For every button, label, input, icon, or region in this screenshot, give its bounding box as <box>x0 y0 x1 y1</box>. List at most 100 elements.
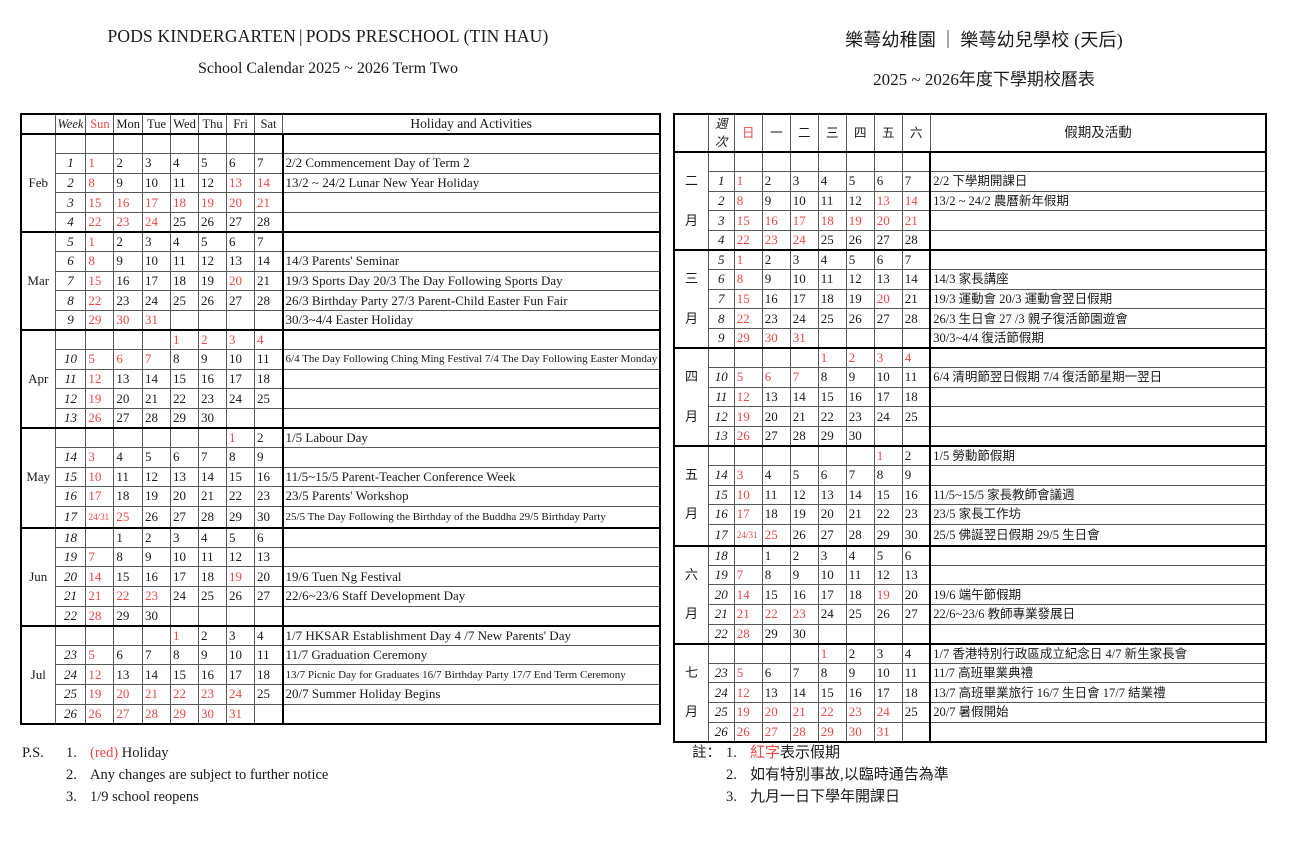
month-label-cell <box>673 328 709 349</box>
day-cell: 7 <box>789 367 819 388</box>
day-cell: 21 <box>733 604 763 625</box>
day-cell: 23 <box>789 604 819 625</box>
day-cell: 21 <box>198 486 228 507</box>
week-number-cell: 25 <box>54 684 87 705</box>
month-label-cell <box>673 426 709 447</box>
week-number-cell: 24 <box>707 682 735 704</box>
day-cell: 12 <box>198 251 228 272</box>
day-cell: 29 <box>761 623 791 645</box>
day-cell: 6 <box>113 644 144 666</box>
day-cell: 6 <box>170 447 200 468</box>
note-number: 3. <box>66 789 77 805</box>
day-cell: 26 <box>845 308 875 329</box>
header-day-一: 一 <box>761 113 791 153</box>
month-label-cell <box>673 624 709 645</box>
day-cell: 17 <box>873 386 903 408</box>
day-cell: 13 <box>901 564 932 586</box>
day-cell: 4 <box>170 230 200 253</box>
day-cell: 5 <box>733 662 763 684</box>
day-cell: 1 <box>873 444 903 466</box>
calendar-week-row: 9 29 30 31 30/3~4/4 復活節假期 <box>673 327 1267 349</box>
day-cell: 22 <box>113 586 144 607</box>
day-cell: 19 <box>85 684 115 705</box>
day-cell <box>817 623 847 645</box>
day-cell <box>254 309 284 331</box>
day-cell <box>113 328 144 351</box>
week-number-cell <box>54 426 87 448</box>
day-cell: 14 <box>901 269 932 290</box>
day-cell <box>198 309 228 331</box>
day-cell: 12 <box>142 466 172 488</box>
day-cell: 7 <box>198 447 228 468</box>
day-cell: 4 <box>170 153 200 174</box>
day-cell: 10 <box>170 546 200 568</box>
day-cell: 18 <box>170 270 200 292</box>
week-number-cell: 22 <box>707 623 735 645</box>
note-line: 2. 如有特別事故,以臨時通告為準 <box>692 764 949 786</box>
day-cell <box>873 151 903 173</box>
month-label-cell <box>20 506 56 529</box>
activity-cell: 6/4 清明節翌日假期 7/4 復活節星期一翌日 <box>929 367 1267 388</box>
calendar-week-row: 9 29 30 31 30/3~4/4 Easter Holiday <box>20 309 661 331</box>
day-cell: 12 <box>733 682 763 704</box>
week-number-cell: 20 <box>54 566 87 588</box>
day-cell: 30 <box>198 703 228 725</box>
day-cell: 21 <box>789 702 819 723</box>
day-cell <box>789 151 819 173</box>
day-cell: 24 <box>817 604 847 625</box>
header-day-Wed: Wed <box>170 113 200 135</box>
month-label-cell: 三 <box>673 269 709 290</box>
week-number-cell: 20 <box>707 584 735 606</box>
day-cell <box>733 346 763 369</box>
day-cell: 12 <box>789 484 819 506</box>
day-cell: 7 <box>85 546 115 568</box>
note-line: P.S. 1. (red) Holiday <box>22 742 642 764</box>
day-cell <box>254 703 284 725</box>
day-cell: 11 <box>254 349 284 370</box>
calendar-week-row: 11 12 13 14 15 16 17 18 <box>673 386 1267 408</box>
day-cell: 17 <box>226 664 256 686</box>
day-cell: 2 <box>113 153 144 174</box>
week-number-cell <box>54 624 87 646</box>
day-cell: 22 <box>873 504 903 525</box>
day-cell: 1 <box>170 328 200 351</box>
calendar-week-row: 四 10 5 6 7 8 9 10 11 6/4 清明節翌日假期 7/4 復活節星期一翌日 <box>673 367 1267 388</box>
activity-cell <box>282 192 661 213</box>
day-cell: 15 <box>113 566 144 588</box>
note-text: (red) Holiday <box>90 745 169 761</box>
day-cell: 26 <box>845 229 875 251</box>
day-cell: 20 <box>873 288 903 310</box>
month-label-cell <box>20 153 56 174</box>
day-cell <box>85 426 115 448</box>
day-cell: 11 <box>170 251 200 272</box>
month-label-cell <box>673 584 709 605</box>
activity-cell: 19/3 運動會 20/3 運動會翌日假期 <box>929 288 1267 310</box>
activity-cell: 11/7 Graduation Ceremony <box>282 644 661 666</box>
day-cell: 4 <box>113 447 144 468</box>
day-cell: 7 <box>142 644 172 666</box>
day-cell: 16 <box>845 682 875 704</box>
week-number-cell: 23 <box>54 644 87 666</box>
day-cell: 2 <box>142 526 172 548</box>
day-cell: 14 <box>254 172 284 194</box>
day-cell: 6 <box>873 248 903 271</box>
day-cell: 26 <box>198 290 228 311</box>
day-cell: 12 <box>845 190 875 212</box>
activity-cell <box>929 465 1267 486</box>
day-cell: 1 <box>761 544 791 566</box>
day-cell: 12 <box>873 564 903 586</box>
month-label-cell: 月 <box>673 406 709 427</box>
day-cell: 18 <box>198 566 228 588</box>
calendar-week-row: 14 3 4 5 6 7 8 9 <box>20 447 661 468</box>
day-cell: 15 <box>733 210 763 231</box>
day-cell: 16 <box>142 566 172 588</box>
week-number-cell: 21 <box>54 586 87 607</box>
day-cell: 23 <box>113 290 144 311</box>
day-cell: 24 <box>142 211 172 233</box>
calendar-week-row <box>20 133 661 155</box>
week-number-cell: 7 <box>707 288 735 310</box>
day-cell: 9 <box>198 644 228 666</box>
week-number-cell <box>707 642 735 664</box>
day-cell: 10 <box>226 644 256 666</box>
